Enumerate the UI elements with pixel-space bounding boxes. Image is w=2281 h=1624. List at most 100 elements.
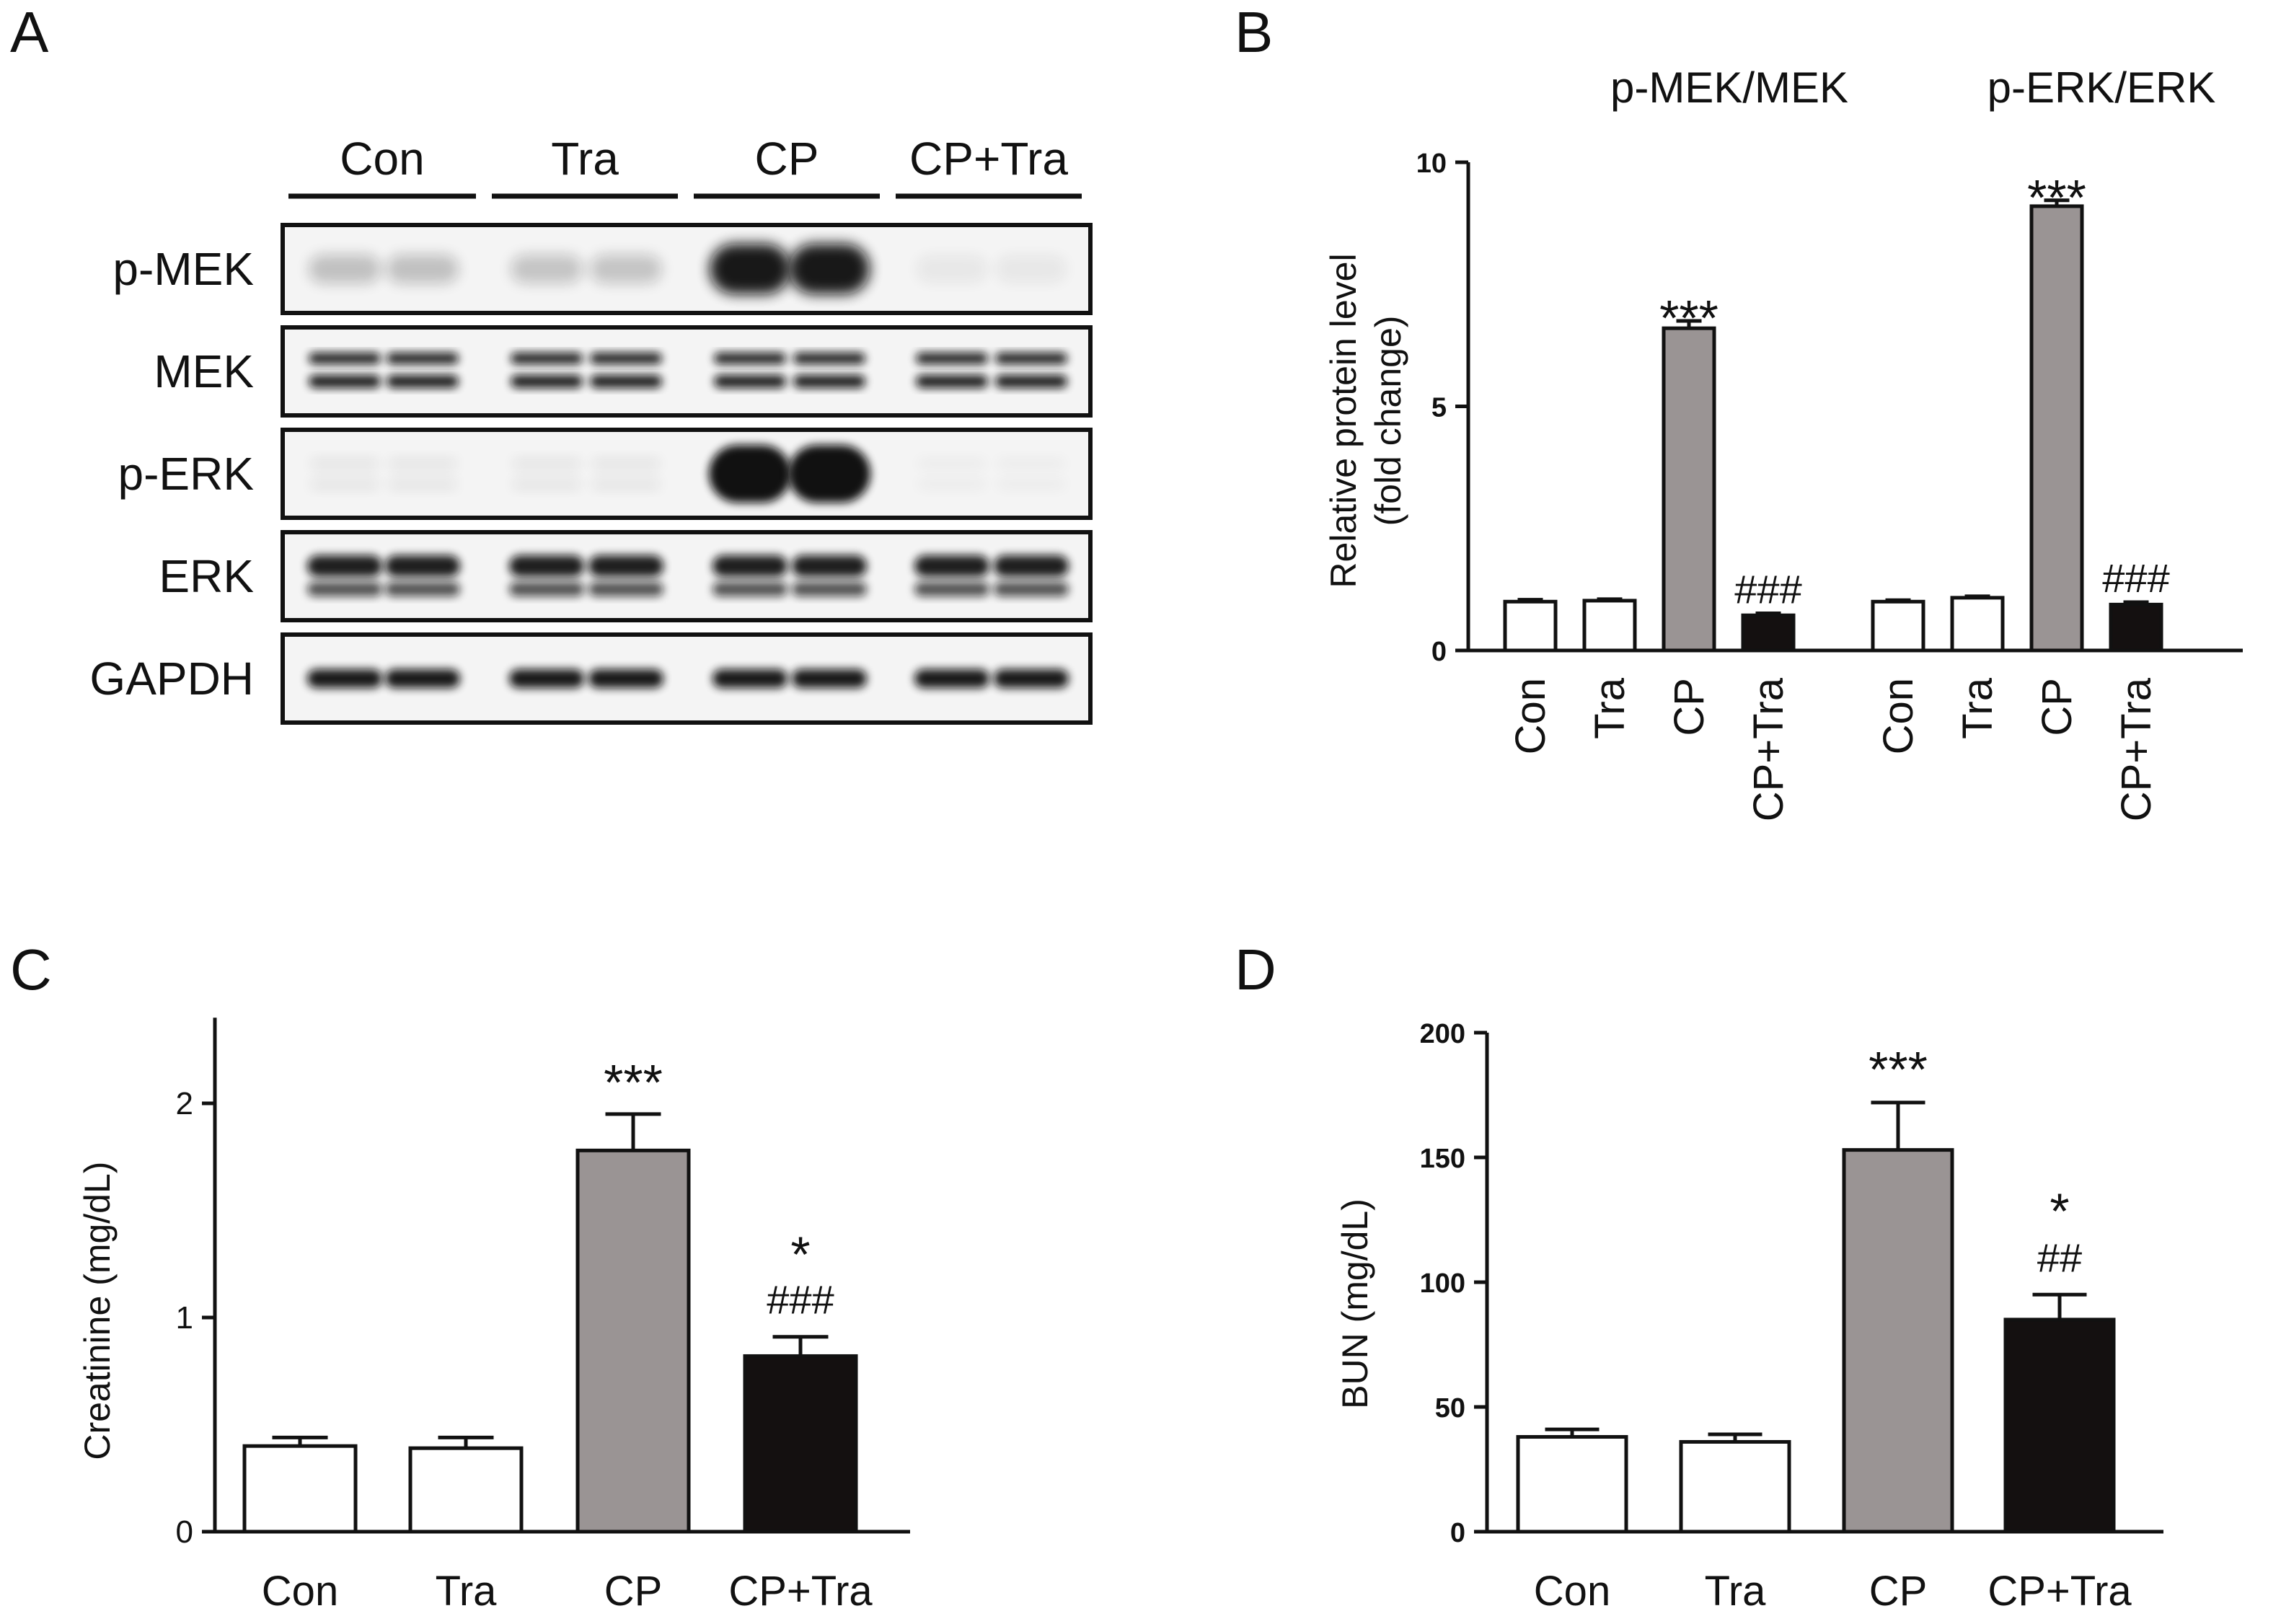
bar-tra [1950,596,2005,653]
blot-band [914,669,989,688]
x-category-label: CP+Tra [2113,677,2160,821]
group-title: p-MEK/MEK [1610,63,1848,112]
blot-band [309,255,381,283]
significance-stars: *** [604,1054,663,1111]
group-title: p-ERK/ERK [1987,63,2216,112]
blot-band [916,353,988,364]
y-axis-title: Creatinine (mg/dL) [77,1162,118,1460]
bar-tra [408,1446,524,1534]
blot-band [388,479,457,489]
x-category-label: CP [2034,678,2081,736]
blot-row-label: p-ERK [118,448,255,500]
x-category-label: Con [262,1568,338,1615]
x-category-label: Tra [436,1568,498,1615]
bar-cp-plus-tra [1741,613,1796,653]
blot-band [714,375,786,388]
blot-band [511,353,583,364]
blot-band [916,375,988,388]
bar-cp [2029,204,2084,653]
blot-band [995,375,1067,388]
blot-band [511,375,583,388]
bar-cp [575,1148,691,1534]
blot-band [590,255,662,283]
blot-band [310,479,379,489]
bar-cp-plus-tra [743,1354,858,1534]
blot-band [712,669,787,688]
blot-membrane [281,325,1093,418]
x-category-label: CP+Tra [728,1568,873,1615]
blot-row-label: MEK [154,345,254,397]
blot-row-p-erk: p-ERK [118,428,1093,520]
bar-cp-plus-tra [2003,1318,2116,1534]
blot-row-gapdh: GAPDH [89,632,1093,725]
panel-b-chart: B 0 5 10 Relative protein level (fold change… [1235,0,2243,821]
x-category-label: Tra [1954,677,2001,739]
blot-band [388,459,457,469]
blot-band [590,375,662,388]
y-axis-title: BUN (mg/dL) [1335,1199,1375,1409]
panel-c-chart: C 0 1 2 Creatinine (mg/dL) *** ###* Con Tra CP CP… [10,937,910,1615]
blot-band [995,353,1067,364]
panel-letter-a: A [10,0,49,64]
x-category-label: Con [1875,678,1922,754]
panel-a-western-blot: A Con Tra CP CP+Tra p-MEK MEK p-ERK ERK GAPDH [10,0,1093,725]
y-tick-label: 1 [176,1300,193,1336]
blot-band [309,353,381,364]
blot-band [789,244,870,294]
x-category-label: Tra [1705,1568,1767,1615]
x-category-label: CP [1666,678,1713,736]
blot-band [385,582,460,596]
blot-band [916,255,988,283]
significance-hashes: ### [1734,567,1801,612]
blot-band [588,582,663,596]
significance-hashes: ## [2037,1235,2082,1280]
blot-band [588,669,663,688]
bar-tra [1582,599,1637,653]
blot-band [307,555,382,577]
blot-band [914,555,989,577]
blot-band [917,479,987,489]
blot-band [309,375,381,388]
y-tick-label: 0 [176,1514,193,1550]
significance-stars: *** [1659,290,1719,346]
y-tick-label: 200 [1420,1019,1465,1049]
lane-headers: Con Tra CP CP+Tra [288,133,1082,199]
blot-row-label: GAPDH [89,653,254,705]
blot-band [385,669,460,688]
y-tick-label: 2 [176,1086,193,1121]
blot-band [710,244,790,294]
blot-band [788,445,870,503]
lane-group-label: Con [340,133,424,185]
blot-band [588,555,663,577]
blot-band [792,582,867,596]
lane-group-label: CP [755,133,819,185]
panel-d-chart: D 0 50 100 150 200 BUN (mg/dL) *** ##* Con Tra CP C… [1235,937,2163,1615]
blot-band [509,669,584,688]
bar-cp [1662,326,1716,653]
y-axis-title: Relative protein level (fold change) [1323,253,1408,588]
blot-band [512,459,581,469]
significance-stars: *** [1869,1041,1928,1098]
significance-stars: * [2050,1183,2069,1239]
x-category-label: Con [1507,678,1554,754]
blot-band [387,255,459,283]
x-category-label: CP+Tra [1745,677,1792,821]
blot-band [712,555,787,577]
blot-band [997,479,1066,489]
panel-letter-c: C [10,937,52,1002]
blot-band [995,255,1067,283]
blot-band [914,582,989,596]
blot-band [917,459,987,469]
blot-band [310,459,379,469]
blot-band [994,582,1069,596]
blot-band [509,555,584,577]
y-tick-label: 100 [1420,1268,1465,1299]
significance-hashes: ### [2102,555,2169,601]
significance-stars: * [790,1227,810,1283]
lane-group-label: Tra [551,133,619,185]
blot-band [994,669,1069,688]
y-tick-label: 10 [1416,149,1447,179]
x-category-label: Con [1534,1568,1610,1615]
x-category-label: CP [1869,1568,1928,1615]
bar-con [1516,1435,1628,1534]
